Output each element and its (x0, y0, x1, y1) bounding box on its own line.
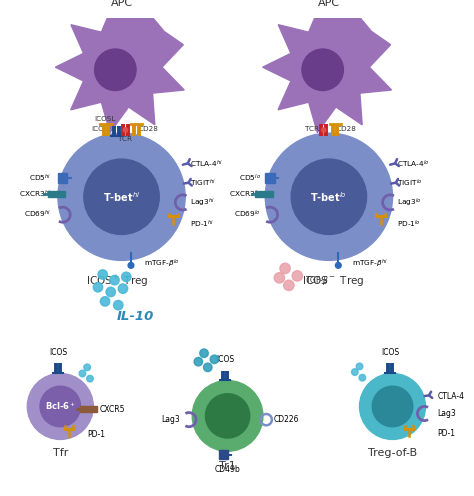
Circle shape (359, 373, 426, 439)
Text: CD49b: CD49b (215, 465, 240, 474)
Circle shape (292, 30, 366, 105)
Text: CXCR5: CXCR5 (100, 405, 125, 414)
Text: ICOS: ICOS (216, 355, 234, 364)
Circle shape (87, 375, 93, 382)
Text: CD28: CD28 (337, 126, 357, 132)
Text: CD226: CD226 (274, 415, 299, 424)
Text: CD69$^{lo}$: CD69$^{lo}$ (234, 209, 261, 220)
Text: APC: APC (110, 0, 133, 7)
Circle shape (118, 284, 128, 293)
Circle shape (84, 159, 159, 235)
Text: ICOSL: ICOSL (94, 116, 116, 122)
Circle shape (203, 363, 212, 372)
Text: TIGIT$^{lo}$: TIGIT$^{lo}$ (397, 178, 423, 189)
Circle shape (123, 128, 128, 132)
Text: TIGIT$^{hi}$: TIGIT$^{hi}$ (190, 178, 216, 189)
Text: Bcl-6$^+$: Bcl-6$^+$ (45, 401, 76, 412)
Circle shape (200, 349, 208, 358)
Circle shape (106, 287, 116, 297)
Text: Lag3$^{lo}$: Lag3$^{lo}$ (397, 196, 422, 208)
Circle shape (40, 386, 81, 427)
Circle shape (27, 373, 93, 439)
Text: CD5$^{hi}$: CD5$^{hi}$ (28, 172, 51, 184)
Circle shape (274, 273, 284, 283)
Text: Lag3: Lag3 (162, 415, 181, 424)
Polygon shape (263, 9, 392, 132)
Text: CTLA-4: CTLA-4 (438, 391, 464, 401)
Circle shape (79, 370, 86, 377)
Circle shape (292, 271, 302, 281)
Circle shape (336, 262, 341, 268)
Text: T-bet$^{hi}$: T-bet$^{hi}$ (103, 190, 140, 204)
Circle shape (205, 394, 250, 438)
Circle shape (372, 386, 413, 427)
FancyBboxPatch shape (219, 450, 228, 459)
Circle shape (265, 133, 392, 260)
Text: PD-1: PD-1 (438, 429, 455, 438)
Text: CXCR3$^{hi}$: CXCR3$^{hi}$ (19, 189, 51, 200)
Circle shape (98, 270, 108, 279)
Circle shape (110, 275, 119, 285)
Text: IL-10: IL-10 (117, 310, 155, 323)
Text: T-bet$^{lo}$: T-bet$^{lo}$ (310, 190, 347, 204)
Circle shape (100, 297, 110, 306)
Circle shape (128, 262, 134, 268)
Text: TGF-$\beta$: TGF-$\beta$ (305, 274, 329, 287)
Text: CTLA-4$^{lo}$: CTLA-4$^{lo}$ (397, 159, 430, 170)
Text: ICOS: ICOS (381, 348, 399, 357)
Circle shape (321, 128, 326, 132)
FancyBboxPatch shape (58, 173, 67, 183)
Text: ICOS: ICOS (91, 126, 109, 132)
Text: PD-1: PD-1 (88, 430, 106, 439)
Circle shape (58, 133, 185, 260)
Text: CD5$^{lo}$: CD5$^{lo}$ (238, 172, 261, 184)
Circle shape (352, 369, 358, 375)
Circle shape (84, 364, 91, 371)
Text: CD69$^{hi}$: CD69$^{hi}$ (24, 209, 51, 220)
Text: ICOS: ICOS (49, 348, 67, 357)
Circle shape (302, 49, 343, 90)
Text: CXCR3$^{lo}$: CXCR3$^{lo}$ (229, 189, 261, 200)
Text: TCR: TCR (305, 126, 319, 132)
Text: PD-1$^{hi}$: PD-1$^{hi}$ (190, 218, 214, 230)
Text: CTLA-4$^{hi}$: CTLA-4$^{hi}$ (190, 159, 223, 170)
Circle shape (121, 272, 131, 282)
Text: CD28: CD28 (138, 126, 158, 132)
Text: Lag3: Lag3 (438, 409, 456, 418)
Text: Lag3$^{hi}$: Lag3$^{hi}$ (190, 196, 215, 208)
Text: mTGF-$\beta$$^{lo}$: mTGF-$\beta$$^{lo}$ (144, 258, 180, 270)
Text: Treg-of-B: Treg-of-B (368, 448, 417, 458)
Text: ICOS$^-$ Treg: ICOS$^-$ Treg (302, 274, 365, 288)
Circle shape (280, 263, 290, 274)
Circle shape (291, 159, 366, 235)
Circle shape (210, 355, 219, 364)
Circle shape (356, 363, 363, 370)
Text: Tfr: Tfr (53, 448, 68, 458)
Text: PD-1$^{lo}$: PD-1$^{lo}$ (397, 218, 421, 230)
Text: APC: APC (318, 0, 340, 7)
Polygon shape (55, 9, 184, 132)
FancyBboxPatch shape (47, 191, 65, 197)
Circle shape (283, 280, 294, 291)
Text: Tr1: Tr1 (219, 461, 236, 471)
Circle shape (359, 374, 365, 381)
Circle shape (95, 49, 136, 90)
Circle shape (194, 358, 202, 366)
Text: mTGF-$\beta$$^{hi}$: mTGF-$\beta$$^{hi}$ (352, 258, 387, 270)
FancyBboxPatch shape (255, 191, 273, 197)
Text: TCR: TCR (118, 136, 133, 142)
Circle shape (192, 380, 263, 451)
FancyBboxPatch shape (80, 406, 97, 412)
Text: ICOS$^+$ Treg: ICOS$^+$ Treg (86, 274, 148, 289)
FancyBboxPatch shape (265, 173, 275, 183)
Circle shape (114, 301, 123, 310)
Circle shape (93, 283, 103, 292)
Circle shape (84, 30, 159, 105)
